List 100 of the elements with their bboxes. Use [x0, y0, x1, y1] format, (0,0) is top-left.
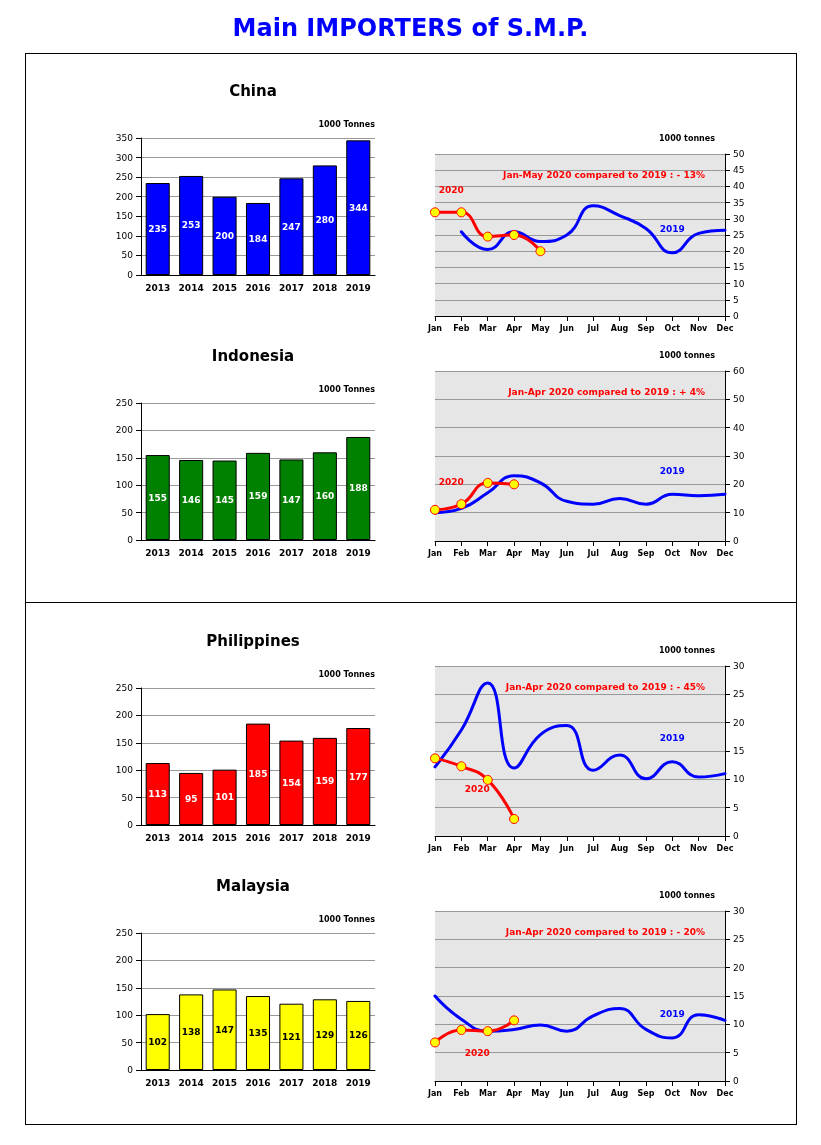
- x-tick-label: Jul: [586, 548, 600, 558]
- point: [509, 1015, 520, 1026]
- line-series: [433, 681, 727, 781]
- y2-tick-label: 50: [733, 149, 745, 159]
- x-tick-label: Mar: [479, 323, 497, 333]
- x-tick-label: 2019: [345, 1077, 371, 1088]
- y2-tick-label: 25: [733, 689, 745, 700]
- x-tick-label: Mar: [479, 1088, 497, 1098]
- data-label: 280: [315, 215, 335, 226]
- x-tick-label: Jun: [558, 548, 575, 558]
- x-tick-label: Aug: [610, 323, 629, 333]
- x-tick-label: Oct: [664, 548, 681, 558]
- data-label: 113: [148, 789, 168, 800]
- data-label: 159: [248, 491, 268, 502]
- series-label: 2019: [659, 224, 685, 235]
- text: 2019: [659, 465, 685, 476]
- data-label: 145: [215, 495, 234, 506]
- line-series: [433, 994, 727, 1040]
- y-tick-label: 100: [115, 765, 134, 776]
- x-tick-label: May: [531, 548, 551, 558]
- data-label: 121: [282, 1031, 301, 1042]
- x-tick-label: Feb: [453, 323, 470, 333]
- data-label: 147: [282, 494, 301, 505]
- x-tick-label: Mar: [479, 548, 497, 558]
- x-tick-label: 2019: [345, 832, 371, 843]
- point: [430, 207, 440, 218]
- y-tick-label: 50: [121, 792, 134, 803]
- series-label: 2020: [464, 783, 490, 794]
- y2-tick-label: 25: [733, 934, 745, 945]
- y2-tick-label: 5: [733, 294, 739, 305]
- x-tick-label: May: [531, 1088, 551, 1098]
- x-tick-label: Apr: [506, 1088, 523, 1098]
- y2-tick-label: 40: [733, 422, 745, 433]
- point: [509, 814, 520, 824]
- y-axis-title: 1000 Tonnes: [318, 914, 376, 924]
- point: [456, 499, 467, 510]
- y2-axis-title: 1000 tonnes: [659, 133, 716, 143]
- x-tick-label: Feb: [453, 548, 470, 558]
- x-tick-label: Apr: [506, 323, 523, 333]
- x-tick-label: 2018: [312, 1077, 338, 1088]
- y2-tick-label: 0: [733, 831, 739, 841]
- y2-tick-label: 30: [733, 213, 745, 224]
- data-label: 184: [248, 233, 268, 244]
- y2-tick-label: 30: [733, 661, 745, 671]
- data-label: 147: [215, 1024, 234, 1035]
- x-tick-label: 2017: [278, 282, 304, 293]
- x-tick-label: Jul: [586, 323, 600, 333]
- chart-title: Indonesia: [211, 346, 295, 365]
- point: [482, 774, 493, 785]
- series-label: 2020: [464, 1047, 490, 1058]
- data-label: 200: [215, 230, 234, 241]
- x-tick-label: Dec: [716, 548, 734, 558]
- y-tick-label: 0: [127, 820, 134, 830]
- series-label: 2020: [438, 476, 464, 487]
- y2-tick-label: 20: [733, 717, 745, 728]
- y2-tick-label: 40: [733, 181, 745, 192]
- text: 2019: [659, 733, 685, 744]
- x-tick-label: Sep: [637, 323, 655, 333]
- annotation: Jan-Apr 2020 compared to 2019 : + 4%: [507, 386, 706, 397]
- x-tick-label: May: [531, 323, 551, 333]
- x-tick-label: 2019: [345, 282, 371, 293]
- y2-tick-label: 30: [733, 451, 745, 461]
- data-label: 235: [148, 224, 168, 235]
- y-tick-label: 0: [127, 535, 134, 545]
- x-tick-label: Nov: [689, 1088, 709, 1098]
- y2-tick-label: 35: [733, 197, 745, 208]
- x-tick-label: 2018: [312, 282, 338, 293]
- x-tick-label: Apr: [506, 843, 523, 853]
- data-label: 253: [181, 220, 201, 231]
- x-tick-label: 2015: [212, 832, 238, 843]
- data-label: 185: [248, 769, 268, 780]
- x-tick-label: Jun: [558, 1088, 575, 1098]
- y2-tick-label: 15: [733, 991, 745, 1001]
- x-tick-label: 2016: [245, 832, 271, 843]
- y-axis-title: 1000 Tonnes: [318, 119, 376, 129]
- y2-tick-label: 20: [733, 246, 745, 257]
- data-label: 344: [348, 202, 368, 213]
- chart-title: Malaysia: [216, 876, 290, 895]
- data-label: 101: [215, 792, 234, 803]
- data-label: 159: [315, 776, 335, 787]
- y-tick-label: 50: [121, 250, 134, 261]
- y-tick-label: 150: [115, 982, 134, 993]
- point: [456, 207, 467, 218]
- line-series: [459, 204, 727, 255]
- point: [509, 230, 520, 240]
- x-tick-label: Dec: [716, 1088, 734, 1098]
- y-tick-label: 150: [115, 737, 134, 748]
- data-label: 154: [282, 777, 301, 788]
- x-tick-label: Feb: [453, 1088, 470, 1098]
- x-tick-label: Dec: [716, 323, 734, 333]
- x-tick-label: Apr: [506, 548, 523, 558]
- x-tick-label: Jan: [426, 548, 443, 558]
- data-label: 188: [348, 483, 368, 494]
- x-tick-label: 2016: [245, 1077, 271, 1088]
- y-tick-label: 150: [115, 452, 134, 463]
- point: [509, 479, 520, 490]
- x-tick-label: Aug: [610, 548, 629, 558]
- y2-tick-label: 10: [733, 278, 745, 289]
- y-tick-label: 50: [121, 1037, 134, 1048]
- x-tick-label: 2015: [212, 547, 238, 558]
